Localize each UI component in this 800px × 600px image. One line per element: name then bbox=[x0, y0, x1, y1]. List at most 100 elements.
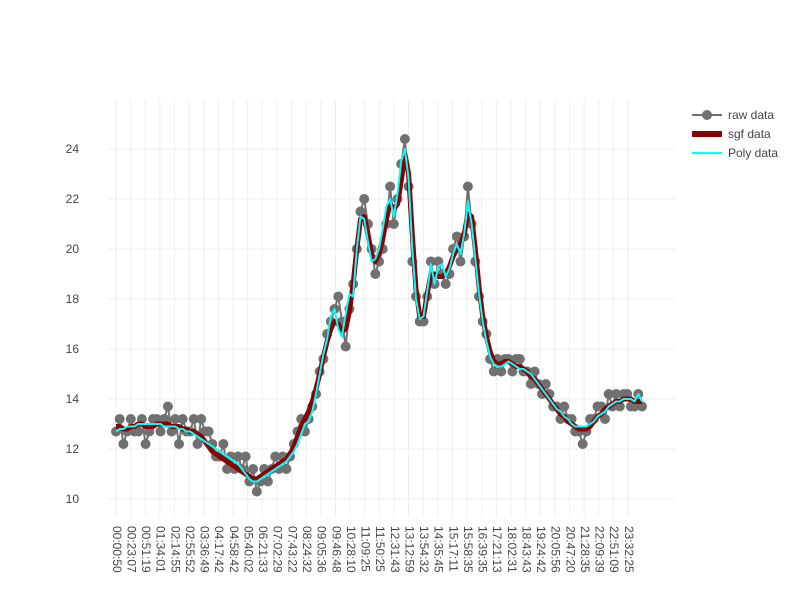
x-tick-label: 04:58:42 bbox=[227, 526, 241, 573]
raw-data-point bbox=[425, 256, 436, 267]
raw-data-point bbox=[611, 389, 622, 399]
x-tick-label: 00:00:50 bbox=[110, 526, 124, 573]
raw-data-point bbox=[240, 451, 251, 462]
raw-data-point bbox=[496, 366, 507, 377]
y-tick-label: 18 bbox=[66, 292, 80, 306]
raw-data-point bbox=[218, 439, 229, 449]
x-gridlines bbox=[115, 100, 629, 517]
raw-data-point bbox=[192, 439, 203, 449]
x-tick-label: 22:51:09 bbox=[607, 526, 621, 573]
y-tick-label: 10 bbox=[66, 492, 80, 506]
raw-data-point bbox=[251, 486, 262, 497]
raw-data-point bbox=[600, 414, 610, 424]
x-tick-label: 09:05:36 bbox=[315, 526, 329, 573]
x-tick-label: 16:39:35 bbox=[476, 526, 490, 573]
legend-item-sgf-data[interactable]: sgf data bbox=[692, 127, 771, 141]
y-gridlines bbox=[108, 148, 675, 500]
raw-data-point bbox=[188, 414, 199, 424]
raw-data-point bbox=[359, 194, 370, 204]
x-tick-label: 00:23:07 bbox=[124, 526, 138, 573]
raw-data-point bbox=[262, 476, 273, 487]
x-axis: 00:00:50 00:23:07 00:51:19 01:34:01 02:14:55… bbox=[110, 526, 636, 573]
x-tick-label: 11:50:25 bbox=[373, 526, 387, 572]
x-tick-label: 14:35:45 bbox=[432, 526, 446, 573]
raw-data-point bbox=[281, 464, 292, 474]
poly-data-line bbox=[115, 148, 643, 483]
x-tick-label: 18:02:31 bbox=[505, 526, 519, 573]
y-tick-label: 14 bbox=[66, 392, 80, 406]
raw-data-point bbox=[225, 451, 236, 462]
legend-marker-raw-data bbox=[702, 110, 712, 120]
x-tick-label: 05:40:02 bbox=[241, 526, 255, 573]
legend-label-poly-data: Poly data bbox=[728, 146, 778, 160]
raw-data-point bbox=[514, 354, 525, 364]
x-tick-label: 07:02:29 bbox=[271, 526, 285, 573]
raw-data-point bbox=[388, 219, 399, 229]
x-tick-label: 18:43:43 bbox=[519, 526, 533, 573]
raw-data-point bbox=[155, 426, 166, 437]
x-tick-label: 06:21:33 bbox=[256, 526, 270, 573]
raw-data-point bbox=[140, 439, 151, 449]
raw-data-point bbox=[488, 366, 499, 377]
x-tick-label: 00:51:19 bbox=[139, 526, 153, 573]
x-tick-label: 02:14:55 bbox=[168, 526, 182, 573]
x-tick-label: 01:34:01 bbox=[154, 526, 168, 573]
raw-data-point bbox=[370, 269, 381, 279]
x-tick-label: 21:28:35 bbox=[578, 526, 592, 573]
x-tick-label: 04:17:42 bbox=[212, 526, 226, 573]
x-tick-label: 15:58:35 bbox=[461, 526, 475, 573]
x-tick-label: 02:55:52 bbox=[183, 526, 197, 573]
raw-data-point bbox=[233, 451, 244, 462]
y-tick-label: 12 bbox=[66, 442, 80, 456]
x-tick-label: 20:05:56 bbox=[549, 526, 563, 573]
x-tick-label: 07:43:22 bbox=[285, 526, 299, 573]
x-tick-label: 12:31:43 bbox=[388, 526, 402, 573]
raw-data-point bbox=[196, 414, 207, 424]
legend-item-poly-data[interactable]: Poly data bbox=[692, 146, 778, 160]
raw-data-point bbox=[118, 439, 129, 449]
y-tick-label: 20 bbox=[66, 242, 80, 256]
x-tick-label: 19:24:42 bbox=[534, 526, 548, 573]
x-tick-label: 20:47:20 bbox=[563, 526, 577, 573]
raw-data-point bbox=[507, 366, 518, 377]
raw-data-point bbox=[603, 389, 614, 399]
raw-data-point bbox=[170, 414, 181, 424]
x-tick-label: 11:09:25 bbox=[359, 526, 373, 572]
raw-data-point bbox=[222, 464, 233, 474]
raw-data-point bbox=[559, 401, 570, 412]
x-tick-label: 15:17:11 bbox=[446, 526, 460, 572]
x-tick-label: 09:46:48 bbox=[329, 526, 343, 573]
raw-data-point bbox=[462, 181, 473, 192]
raw-data-point bbox=[177, 414, 188, 424]
x-tick-label: 03:36:49 bbox=[198, 526, 212, 573]
series-poly-data bbox=[115, 148, 643, 483]
raw-data-point bbox=[451, 231, 462, 242]
y-tick-label: 22 bbox=[66, 192, 80, 206]
raw-data-point bbox=[174, 439, 184, 449]
raw-data-point bbox=[114, 414, 125, 424]
raw-data-point bbox=[162, 401, 173, 412]
raw-data-point bbox=[455, 256, 466, 267]
raw-data-point bbox=[203, 426, 214, 437]
x-tick-label: 10:28:10 bbox=[344, 526, 358, 573]
raw-data-point bbox=[340, 341, 351, 352]
legend: raw data sgf data Poly data bbox=[692, 108, 778, 160]
raw-data-point bbox=[385, 181, 396, 192]
raw-data-point bbox=[125, 414, 136, 424]
raw-data-point bbox=[577, 439, 588, 449]
x-tick-label: 23:32:25 bbox=[622, 526, 636, 573]
legend-label-raw-data: raw data bbox=[728, 108, 774, 122]
x-tick-label: 17:21:13 bbox=[490, 526, 504, 573]
x-tick-label: 13:54:32 bbox=[417, 526, 431, 573]
raw-data-point bbox=[440, 279, 451, 289]
x-tick-label: 22:09:39 bbox=[593, 526, 607, 573]
raw-data-point bbox=[333, 291, 344, 302]
raw-data-point bbox=[133, 426, 144, 437]
x-tick-label: 08:24:32 bbox=[300, 526, 314, 573]
plot-area bbox=[111, 134, 647, 497]
raw-data-point bbox=[355, 206, 366, 217]
y-tick-label: 16 bbox=[66, 342, 80, 356]
legend-item-raw-data[interactable]: raw data bbox=[692, 108, 774, 122]
raw-data-point bbox=[248, 464, 259, 474]
